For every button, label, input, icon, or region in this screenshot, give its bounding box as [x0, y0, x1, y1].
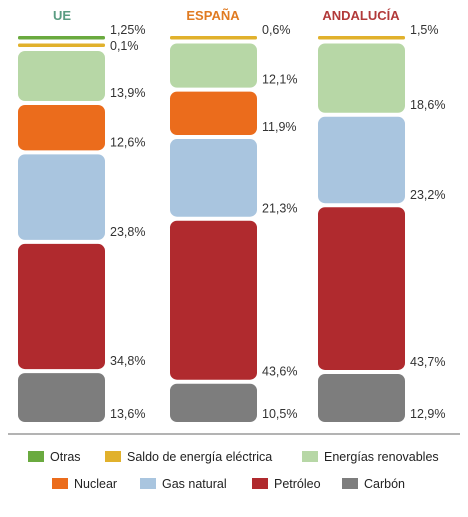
bar-andalucia-petroleo [318, 207, 405, 370]
value-label-espana-energias-renovables: 12,1% [262, 73, 297, 87]
bars-layer: UE 1,25% 0,1% 13,9% 12,6% 23,8% 34,8% 13,6% ESPA… [18, 8, 445, 422]
bar-ue-saldo-de-energia-electrica [18, 43, 105, 47]
legend-label-gas-natural: Gas natural [162, 477, 227, 491]
bar-andalucia-saldo-de-energia-electrica [318, 36, 405, 40]
bar-ue-nuclear [18, 104, 105, 151]
bar-espana-nuclear [170, 91, 257, 136]
value-label-ue-carbon: 13,6% [110, 407, 145, 421]
bar-espana-gas-natural [170, 139, 257, 217]
value-label-espana-nuclear: 11,9% [262, 120, 297, 134]
value-label-espana-carbon: 10,5% [262, 407, 297, 421]
legend-label-petroleo: Petróleo [274, 477, 321, 491]
bar-andalucia-energias-renovables [318, 43, 405, 113]
legend-label-otras: Otras [50, 450, 81, 464]
value-label-espana-petroleo: 43,6% [262, 365, 297, 379]
legend-swatch-saldo-de-energia-electrica [105, 451, 121, 462]
value-label-ue-energias-renovables: 13,9% [110, 86, 145, 100]
value-label-ue-saldo-de-energia-electrica: 0,1% [110, 39, 139, 53]
bar-espana-saldo-de-energia-electrica [170, 36, 257, 40]
value-label-andalucia-carbon: 12,9% [410, 407, 445, 421]
bar-andalucia-carbon [318, 373, 405, 422]
legend-label-energias-renovables: Energías renovables [324, 450, 439, 464]
bar-ue-gas-natural [18, 154, 105, 240]
legend-swatch-energias-renovables [302, 451, 318, 462]
column-title-ue: UE [53, 8, 71, 23]
bar-ue-carbon [18, 373, 105, 422]
column-title-espana: ESPAÑA [186, 8, 240, 23]
bar-ue-energias-renovables [18, 51, 105, 101]
value-label-ue-nuclear: 12,6% [110, 135, 145, 149]
bar-espana-carbon [170, 383, 257, 422]
bar-ue-otras [18, 36, 105, 40]
bar-ue-petroleo [18, 243, 105, 370]
legend: Otras Saldo de energía eléctrica Energías … [28, 450, 439, 491]
value-label-ue-gas-natural: 23,8% [110, 225, 145, 239]
value-label-andalucia-saldo-de-energia-electrica: 1,5% [410, 23, 439, 37]
value-label-espana-saldo-de-energia-electrica: 0,6% [262, 23, 291, 37]
bar-espana-petroleo [170, 220, 257, 380]
value-label-ue-otras: 1,25% [110, 23, 145, 37]
legend-label-saldo-de-energia-electrica: Saldo de energía eléctrica [127, 450, 272, 464]
legend-swatch-carbon [342, 478, 358, 489]
value-label-andalucia-energias-renovables: 18,6% [410, 98, 445, 112]
legend-swatch-petroleo [252, 478, 268, 489]
legend-swatch-gas-natural [140, 478, 156, 489]
bar-espana-energias-renovables [170, 43, 257, 88]
legend-label-carbon: Carbón [364, 477, 405, 491]
legend-swatch-nuclear [52, 478, 68, 489]
legend-swatch-otras [28, 451, 44, 462]
bar-andalucia-gas-natural [318, 116, 405, 204]
value-label-espana-gas-natural: 21,3% [262, 202, 297, 216]
value-label-andalucia-petroleo: 43,7% [410, 355, 445, 369]
legend-label-nuclear: Nuclear [74, 477, 117, 491]
column-title-andalucia: ANDALUCÍA [322, 8, 400, 23]
value-label-andalucia-gas-natural: 23,2% [410, 188, 445, 202]
value-label-ue-petroleo: 34,8% [110, 354, 145, 368]
